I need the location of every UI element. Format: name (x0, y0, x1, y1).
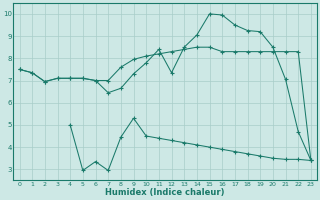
X-axis label: Humidex (Indice chaleur): Humidex (Indice chaleur) (106, 188, 225, 197)
